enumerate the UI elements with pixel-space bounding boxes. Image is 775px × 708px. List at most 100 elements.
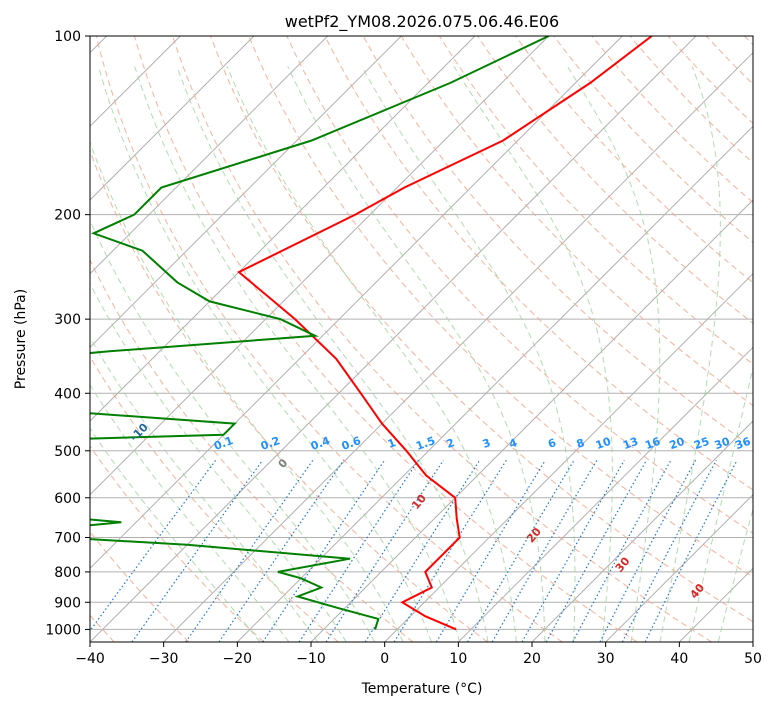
dry-adiabat-line	[90, 445, 264, 642]
moist-adiabat-line	[134, 66, 461, 642]
chart-title: wetPf2_YM08.2026.075.06.46.E06	[285, 12, 559, 32]
mixing-ratio-label: 1	[386, 436, 398, 451]
mixing-ratio-line	[491, 459, 598, 642]
isotherm-line	[90, 36, 329, 275]
y-tick-label: 400	[54, 386, 81, 402]
dry-adiabat-line	[629, 36, 753, 164]
mixing-ratio-label: 36	[733, 435, 752, 453]
dry-adiabat-line	[362, 36, 753, 449]
mixing-ratio-line	[90, 459, 217, 632]
x-tick-label: −40	[75, 651, 105, 667]
moist-adiabat-line	[90, 427, 261, 642]
isotherm-line	[531, 420, 753, 642]
dry-adiabat-line	[477, 36, 753, 324]
y-tick-label: 800	[54, 565, 81, 581]
x-tick-label: 10	[449, 651, 467, 667]
mixing-ratio-label: 25	[692, 435, 711, 452]
dry-adiabat-line	[95, 36, 563, 642]
isotherm-line	[384, 272, 753, 642]
dry-adiabat-line	[515, 36, 753, 284]
mixing-ratio-label: 3	[481, 436, 493, 451]
mixing-ratio-line	[545, 459, 648, 642]
mixing-ratio-label: 20	[668, 435, 687, 453]
moist-adiabat-line	[90, 336, 319, 642]
mixing-ratio-line	[298, 459, 419, 642]
y-tick-label: 600	[54, 491, 81, 507]
isotherm-line	[90, 36, 255, 201]
dry-adiabat-lines	[90, 36, 753, 642]
mixing-ratio-line	[435, 459, 546, 642]
y-axis-label: Pressure (hPa)	[13, 289, 29, 389]
profile-line-1	[90, 36, 550, 630]
mixing-ratio-label: 8	[575, 436, 587, 451]
y-tick-label: 900	[54, 595, 81, 611]
moist-adiabat-line	[90, 219, 376, 642]
mixing-ratio-label: 4	[507, 436, 519, 451]
isotherm-line	[90, 36, 402, 349]
dry-adiabat-line	[210, 36, 753, 623]
moist-adiabat-line	[659, 66, 721, 642]
contour-labels: -100-90-80-70-60-50-40-30-20-100.10.20.4…	[128, 421, 753, 602]
mixing-ratio-label: 0.1	[212, 434, 235, 453]
mixing-ratio-label: 13	[621, 435, 640, 452]
dry-adiabat-line	[400, 36, 753, 407]
isotherm-line	[605, 493, 753, 642]
mixing-ratio-label: 0.6	[340, 434, 363, 453]
mixing-ratio-label: 0.4	[309, 434, 332, 453]
y-tick-label: 1000	[45, 622, 81, 638]
dry-adiabat-line	[248, 36, 753, 578]
moist-adiabat-line	[287, 66, 546, 642]
mixing-ratio-line	[644, 459, 738, 642]
isotherm-line	[457, 346, 753, 642]
y-tick-label: 700	[54, 531, 81, 547]
mixing-ratio-line	[466, 459, 575, 642]
plot-frame	[89, 35, 754, 643]
x-tick-label: 0	[380, 651, 389, 667]
mixing-ratio-label: 10	[594, 435, 613, 453]
mixing-ratio-line	[185, 459, 314, 642]
mixing-ratio-line	[218, 459, 345, 642]
mixing-ratio-line	[262, 459, 386, 642]
dry-adiabat-line	[90, 259, 414, 642]
x-tick-label: 50	[744, 651, 762, 667]
y-tick-label: 200	[54, 208, 81, 224]
y-tick-label: 100	[54, 29, 81, 45]
y-tick-label: 500	[54, 444, 81, 460]
mixing-ratio-line	[131, 459, 264, 642]
x-tick-label: 20	[523, 651, 541, 667]
mixing-ratio-lines	[90, 459, 738, 642]
x-tick-label: −10	[296, 651, 326, 667]
dry-adiabat-line	[133, 36, 638, 642]
isotherm-line	[163, 51, 753, 642]
mixing-ratio-label: 30	[713, 435, 732, 453]
isotherm-line	[90, 36, 476, 422]
moist-adiabat-line	[176, 66, 489, 642]
moist-adiabat-lines	[90, 66, 753, 642]
moist-adiabat-line	[361, 66, 576, 642]
moist-adiabat-line	[90, 140, 404, 642]
y-axis: 100 200 300 400 500 600 700 800 900 1000	[45, 29, 90, 638]
isobar-lines	[90, 36, 753, 630]
x-tick-label: 40	[670, 651, 688, 667]
isotherm-line	[236, 125, 753, 642]
isotherm-line	[752, 641, 753, 642]
y-tick-label: 300	[54, 312, 81, 328]
profile-series	[90, 36, 653, 631]
x-tick-label: −20	[223, 651, 253, 667]
mixing-ratio-label: 0.2	[259, 434, 282, 453]
plot-area: -100-90-80-70-60-50-40-30-20-100.10.20.4…	[90, 36, 753, 642]
mixing-ratio-label: 6	[546, 436, 558, 451]
x-axis-label: Temperature (°C)	[361, 681, 483, 697]
plot-background	[90, 36, 753, 642]
mixing-ratio-line	[325, 459, 444, 642]
profile-line-0	[237, 36, 653, 631]
x-tick-label: −30	[149, 651, 179, 667]
x-axis: −40 −30 −20 −10 0 10 20 30 40 50	[75, 642, 762, 667]
mixing-ratio-label: 16	[643, 435, 662, 453]
mixing-ratio-label: 2	[445, 436, 457, 451]
isotherm-line	[90, 36, 550, 496]
mixing-ratio-label: 1.5	[414, 434, 437, 453]
moist-adiabat-line	[453, 66, 613, 642]
x-tick-label: 30	[597, 651, 615, 667]
